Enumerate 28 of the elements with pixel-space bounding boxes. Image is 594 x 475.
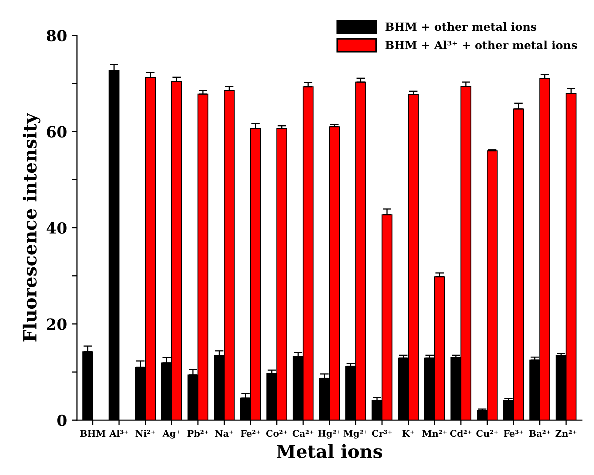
x-tick-label: Fe³⁺: [504, 430, 524, 438]
y-axis-title: Fluorescence intensity: [22, 112, 41, 342]
x-tick-label: Co²⁺: [266, 430, 288, 438]
x-tick-label: BHM: [80, 430, 106, 437]
x-tick-label: Ca²⁺: [292, 430, 314, 438]
x-tick-label: Na⁺: [215, 430, 234, 438]
x-tick-label: Mg²⁺: [344, 430, 368, 439]
x-tick-label: Cu²⁺: [476, 430, 498, 438]
y-tick-label: 20: [47, 318, 67, 330]
x-tick-label: Pb²⁺: [188, 430, 208, 438]
x-tick-label: Ni²⁺: [136, 430, 156, 437]
x-tick-label: Zn²⁺: [556, 430, 577, 437]
x-tick-label: Al³⁺: [110, 430, 128, 437]
x-tick-label: Mn²⁺: [422, 430, 447, 437]
x-tick-label: Cr³⁺: [372, 430, 392, 438]
y-tick-label: 80: [47, 30, 67, 42]
y-tick-label: 60: [47, 126, 67, 138]
legend-label: BHM + other metal ions: [386, 22, 537, 32]
legend-label: BHM + Al³⁺ + other metal ions: [386, 40, 578, 50]
x-tick-label: Ba²⁺: [529, 430, 551, 438]
x-tick-label: Ag⁺: [162, 430, 180, 439]
x-tick-label: Cd²⁺: [450, 430, 472, 438]
y-tick-label: 40: [46, 222, 67, 234]
x-tick-label: Hg²⁺: [318, 430, 341, 439]
x-tick-label: K⁺: [402, 430, 414, 437]
x-tick-label: Fe²⁺: [241, 430, 260, 438]
y-tick-label: 0: [58, 414, 67, 426]
x-axis-title: Metal ions: [277, 444, 382, 458]
